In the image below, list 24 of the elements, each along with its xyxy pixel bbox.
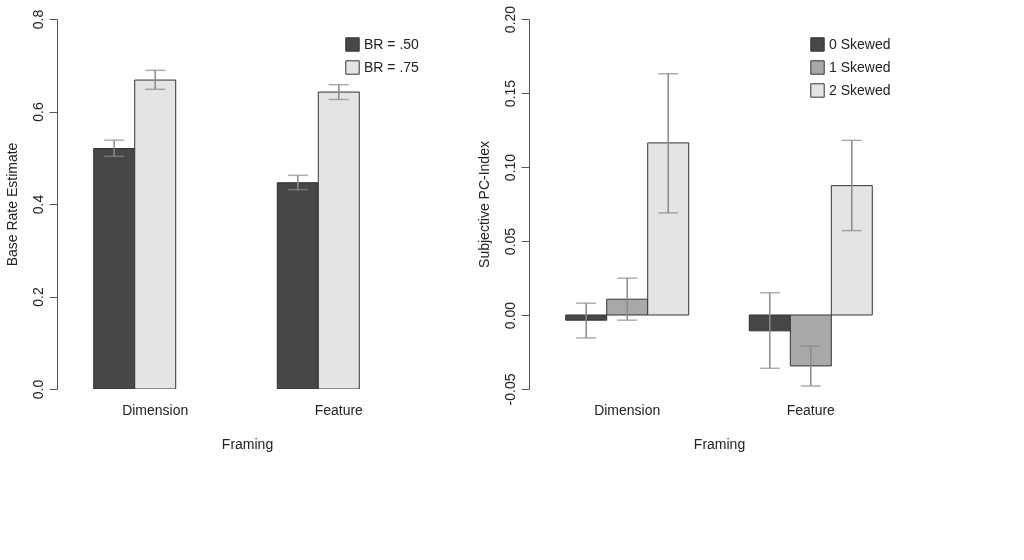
x-axis-title: Framing (693, 435, 746, 452)
x-axis-title: Framing (221, 435, 274, 452)
y-tick-label: 0.20 (501, 5, 518, 34)
y-tick-label: 0.05 (501, 227, 518, 256)
y-tick-label: -0.05 (501, 373, 518, 406)
x-tick-label: Feature (786, 401, 836, 418)
y-tick-label: 0.00 (501, 301, 518, 330)
y-tick-label: 0.6 (29, 102, 46, 122)
legend-label: 0 Skewed (829, 35, 891, 52)
x-tick-label: Dimension (122, 401, 189, 418)
y-tick-label: 0.10 (501, 153, 518, 182)
legend-label: BR = .50 (364, 35, 420, 52)
y-tick-label: 0.2 (29, 287, 46, 307)
y-tick-label: 0.15 (501, 79, 518, 108)
y-axis-title: Subjective PC-Index (475, 141, 492, 268)
legend-label: 1 Skewed (829, 58, 891, 75)
y-tick-label: 0.8 (29, 9, 46, 30)
x-tick-label: Feature (314, 401, 364, 418)
y-tick-label: 0.0 (29, 379, 46, 400)
y-tick-label: 0.4 (29, 194, 46, 215)
x-tick-label: Dimension (594, 401, 661, 418)
y-axis-title: Base Rate Estimate (3, 142, 20, 267)
legend-label: BR = .75 (364, 58, 420, 75)
legend-label: 2 Skewed (829, 81, 891, 98)
